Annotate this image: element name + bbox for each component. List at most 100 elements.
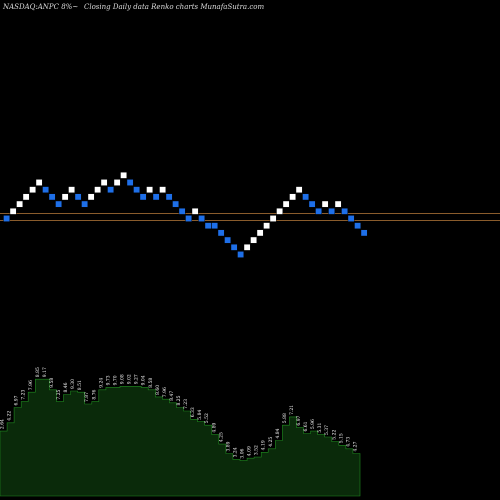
volume-label: 7.25 — [56, 389, 62, 399]
volume-label: 7.21 — [289, 405, 295, 415]
renko-brick-up — [243, 243, 251, 251]
renko-brick-up — [159, 186, 166, 194]
volume-label: 8.51 — [77, 380, 83, 390]
volume-area — [0, 378, 361, 497]
renko-brick-down — [152, 193, 160, 201]
renko-brick-up — [22, 193, 30, 201]
renko-brick-up — [68, 186, 75, 194]
volume-label: 8.85 — [35, 367, 41, 377]
renko-brick-up — [120, 171, 127, 179]
volume-label: 7.96 — [162, 387, 168, 397]
renko-brick-down — [347, 215, 355, 222]
renko-brick-up — [87, 193, 95, 201]
renko-brick-up — [16, 200, 23, 208]
renko-brick-down — [211, 222, 218, 230]
volume-label: 4.73 — [345, 437, 351, 447]
volume-label: 8.47 — [169, 391, 175, 401]
volume-label: 9.30 — [70, 379, 76, 389]
renko-brick-down — [42, 186, 49, 194]
renko-brick-up — [269, 215, 277, 222]
volume-label: 9.04 — [141, 375, 147, 385]
volume-label: 5.31 — [317, 422, 323, 432]
volume-label: 9.73 — [105, 375, 111, 385]
renko-brick-up — [289, 193, 296, 201]
renko-brick-up — [321, 200, 329, 208]
renko-brick-down — [74, 193, 82, 201]
volume-label: 3.89 — [225, 441, 231, 451]
volume-label: 9.27 — [134, 374, 140, 384]
renko-brick-down — [328, 207, 335, 215]
chart-symbol: NASDAQ:ANPC 8%~ — [2, 3, 78, 11]
volume-label: 9.08 — [120, 374, 126, 384]
volume-label: 5.15 — [338, 433, 344, 443]
renko-brick-up — [263, 222, 270, 230]
renko-brick-down — [308, 200, 316, 208]
renko-brick-down — [341, 207, 348, 215]
volume-label: 4.19 — [261, 440, 267, 450]
volume-label: 7.96 — [28, 380, 34, 390]
volume-label: 4.25 — [268, 437, 274, 447]
volume-label: 8.46 — [63, 382, 69, 392]
reference-lines — [0, 212, 500, 222]
renko-brick-down — [126, 179, 134, 186]
volume-label: 5.22 — [331, 430, 337, 440]
volume-label: 7.23 — [21, 389, 27, 399]
volume-label: 5.88 — [282, 413, 288, 423]
volume-label: 9.70 — [113, 375, 119, 385]
renko-brick-down — [185, 215, 192, 222]
volume-label: 8.58 — [148, 378, 154, 388]
volume-label: 8.76 — [91, 389, 97, 399]
renko-brick-up — [191, 207, 199, 215]
volume-label: 5.37 — [324, 425, 330, 435]
volume-label: 6.33 — [190, 407, 196, 417]
renko-brick-down — [237, 251, 244, 258]
renko-brick-up — [256, 229, 264, 237]
renko-brick-down — [354, 222, 361, 230]
volume-label: 3.52 — [254, 445, 260, 455]
renko-brick-down — [165, 193, 173, 201]
renko-brick-up — [94, 186, 101, 194]
volume-label: 4.84 — [275, 428, 281, 438]
volume-label: 8.60 — [155, 385, 161, 395]
renko-brick-down — [139, 193, 147, 201]
renko-brick-down — [48, 193, 56, 201]
volume-label: 4.22 — [7, 411, 13, 421]
renko-brick-up — [9, 207, 17, 215]
volume-label: 4.27 — [353, 441, 359, 451]
renko-brick-up — [282, 200, 290, 208]
volume-label: 4.09 — [247, 446, 253, 456]
renko-bricks — [3, 171, 368, 258]
volume-label: 5.96 — [310, 419, 316, 429]
renko-brick-down — [230, 243, 238, 251]
renko-brick-down — [3, 215, 10, 222]
renko-brick-up — [276, 207, 283, 215]
volume-label: 4.89 — [211, 422, 217, 432]
renko-brick-up — [29, 186, 36, 194]
renko-brick-up — [146, 186, 153, 194]
renko-brick-up — [100, 179, 108, 186]
renko-brick-down — [55, 200, 62, 208]
volume-label: 6.97 — [296, 415, 302, 425]
volume-label: 7.23 — [183, 399, 189, 409]
renko-brick-down — [107, 186, 114, 194]
volume-label: 9.17 — [42, 367, 48, 377]
renko-brick-down — [224, 236, 231, 244]
volume-label: 7.87 — [84, 392, 90, 402]
renko-brick-down — [198, 215, 205, 222]
renko-brick-down — [133, 186, 140, 194]
renko-brick-down — [178, 207, 186, 215]
renko-brick-up — [35, 179, 43, 186]
volume-label: 9.24 — [98, 378, 104, 388]
volume-label: 5.84 — [197, 410, 203, 420]
chart-description: Closing Daily data Renko charts MunafaSu… — [84, 3, 264, 11]
renko-brick-up — [295, 186, 303, 194]
volume-label: 4.25 — [218, 432, 224, 442]
renko-brick-down — [204, 222, 212, 230]
volume-label: 3.24 — [233, 447, 239, 457]
renko-brick-down — [360, 229, 368, 237]
renko-brick-up — [113, 179, 121, 186]
volume-label: 5.52 — [204, 413, 210, 423]
renko-brick-down — [315, 207, 322, 215]
volume-label: 3.06 — [240, 448, 246, 458]
